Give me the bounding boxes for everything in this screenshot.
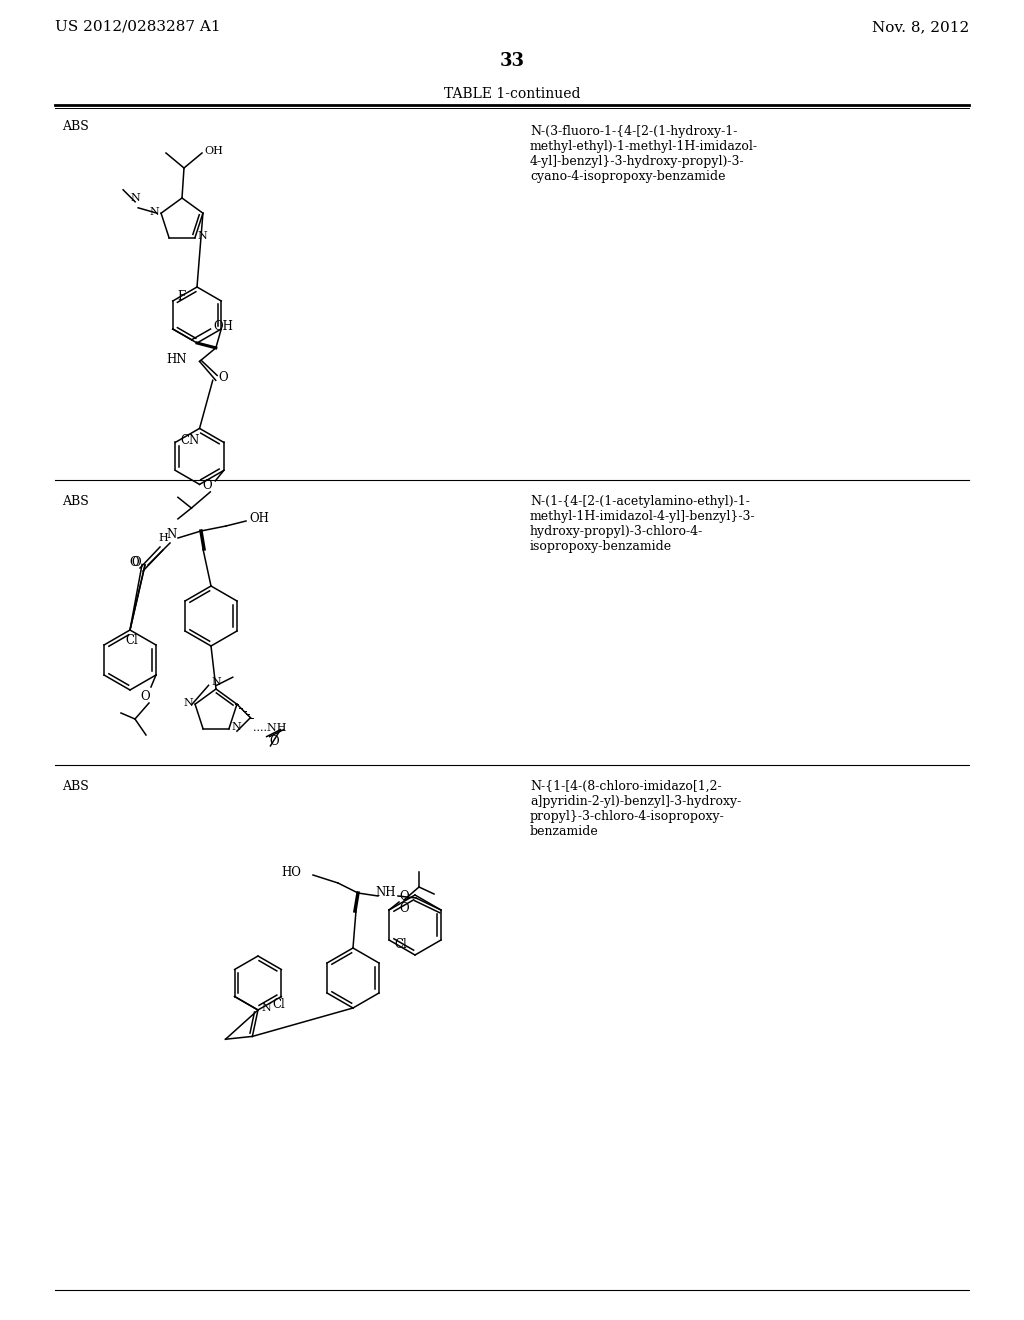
Text: CN: CN: [180, 434, 200, 447]
Text: N: N: [197, 231, 207, 240]
Text: N-(1-{4-[2-(1-acetylamino-ethyl)-1-
methyl-1H-imidazol-4-yl]-benzyl}-3-
hydroxy-: N-(1-{4-[2-(1-acetylamino-ethyl)-1- meth…: [530, 495, 756, 553]
Text: O: O: [129, 557, 139, 569]
Text: ABS: ABS: [62, 120, 89, 133]
Text: O: O: [140, 690, 150, 704]
Text: NH: NH: [376, 887, 396, 899]
Text: N-(3-fluoro-1-{4-[2-(1-hydroxy-1-
methyl-ethyl)-1-methyl-1H-imidazol-
4-yl]-benz: N-(3-fluoro-1-{4-[2-(1-hydroxy-1- methyl…: [530, 125, 758, 183]
Text: Cl: Cl: [125, 634, 138, 647]
Text: N-{1-[4-(8-chloro-imidazo[1,2-
a]pyridin-2-yl)-benzyl]-3-hydroxy-
propyl}-3-chlo: N-{1-[4-(8-chloro-imidazo[1,2- a]pyridin…: [530, 780, 741, 838]
Text: ABS: ABS: [62, 780, 89, 793]
Text: OH: OH: [204, 147, 223, 156]
Text: OH: OH: [214, 319, 233, 333]
Text: US 2012/0283287 A1: US 2012/0283287 A1: [55, 20, 220, 34]
Text: Cl: Cl: [272, 998, 285, 1011]
Text: O: O: [399, 902, 409, 915]
Text: N: N: [183, 698, 193, 709]
Text: N: N: [212, 677, 221, 688]
Text: HN: HN: [166, 352, 186, 366]
Text: ABS: ABS: [62, 495, 89, 508]
Text: ....NH: ....NH: [253, 723, 287, 733]
Text: O: O: [269, 735, 280, 748]
Text: N: N: [150, 207, 159, 218]
Text: O: O: [219, 371, 228, 384]
Text: Cl: Cl: [394, 939, 407, 952]
Text: H: H: [158, 533, 168, 543]
Text: TABLE 1-continued: TABLE 1-continued: [443, 87, 581, 102]
Text: O: O: [131, 556, 141, 569]
Text: N: N: [130, 193, 140, 203]
Text: F: F: [178, 289, 186, 302]
Text: HO: HO: [281, 866, 301, 879]
Text: Nov. 8, 2012: Nov. 8, 2012: [871, 20, 969, 34]
Text: 33: 33: [500, 51, 524, 70]
Text: N: N: [231, 722, 241, 731]
Text: O: O: [399, 891, 409, 903]
Text: N: N: [261, 1003, 271, 1012]
Text: OH: OH: [249, 511, 269, 524]
Text: N: N: [167, 528, 177, 541]
Text: O: O: [203, 479, 212, 492]
